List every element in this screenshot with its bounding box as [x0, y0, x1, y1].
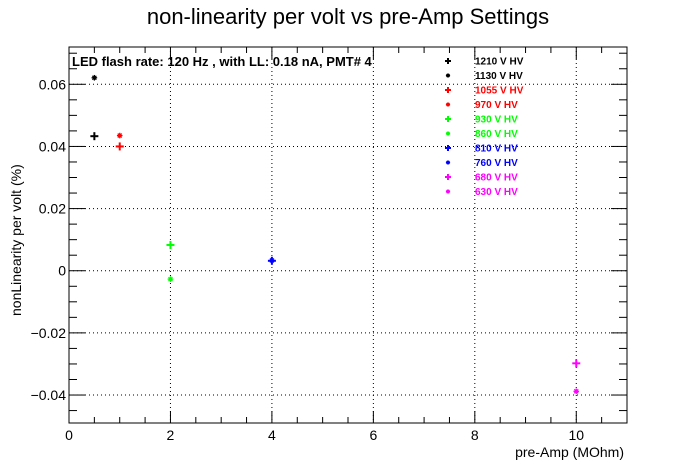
- legend-label: 860 V HV: [475, 129, 518, 140]
- grid-lines: [68, 47, 627, 423]
- y-tick-label: 0.06: [39, 76, 66, 92]
- chart-annotation: LED flash rate: 120 Hz , with LL: 0.18 n…: [72, 54, 373, 69]
- data-point: [573, 388, 580, 395]
- legend-marker: [445, 73, 451, 78]
- legend-marker: [445, 102, 451, 107]
- x-tick-label: 8: [471, 427, 479, 443]
- x-tick-label: 0: [65, 427, 73, 443]
- tick-labels: 0 2 4 6 8 10 −0.04 −0.02 0 0.02 0.04 0.06: [31, 76, 585, 443]
- legend-label: 630 V HV: [475, 187, 518, 198]
- legend-marker: [445, 116, 451, 122]
- data-point: [269, 257, 275, 264]
- x-axis-label: pre-Amp (MOhm): [515, 444, 624, 460]
- y-tick-label: 0: [58, 263, 66, 279]
- data-points: [90, 74, 581, 395]
- data-point: [167, 276, 174, 282]
- legend-label: 1055 V HV: [475, 86, 524, 97]
- y-tick-label: −0.04: [31, 387, 67, 403]
- chart-title: non-linearity per volt vs pre-Amp Settin…: [147, 4, 549, 29]
- legend: 1210 V HV 1130 V HV 1055 V HV 970 V HV 930 V…: [445, 57, 524, 198]
- legend-marker: [445, 87, 451, 93]
- data-point: [116, 132, 123, 139]
- y-tick-label: −0.02: [31, 325, 67, 341]
- legend-label: 1130 V HV: [475, 71, 523, 82]
- y-tick-label: 0.02: [39, 201, 66, 217]
- legend-marker: [445, 58, 451, 64]
- legend-marker: [445, 131, 451, 136]
- data-point: [572, 359, 581, 368]
- data-point: [90, 132, 99, 141]
- legend-label: 930 V HV: [475, 115, 518, 126]
- legend-label: 970 V HV: [475, 100, 518, 111]
- legend-marker: [445, 145, 451, 151]
- legend-label: 760 V HV: [475, 158, 518, 169]
- legend-marker: [445, 174, 451, 180]
- legend-marker: [445, 189, 451, 194]
- legend-label: 680 V HV: [475, 173, 518, 184]
- y-axis-label: nonLinearity per volt (%): [8, 164, 24, 316]
- data-point: [115, 142, 124, 151]
- x-tick-label: 2: [167, 427, 175, 443]
- data-point: [166, 240, 175, 249]
- x-tick-label: 10: [568, 427, 584, 443]
- axis-ticks: [68, 47, 628, 423]
- y-tick-label: 0.04: [39, 138, 66, 154]
- x-tick-label: 4: [268, 427, 276, 443]
- legend-label: 810 V HV: [475, 144, 518, 155]
- data-point: [91, 74, 98, 81]
- x-tick-label: 6: [369, 427, 377, 443]
- legend-marker: [445, 160, 451, 165]
- legend-label: 1210 V HV: [475, 57, 524, 68]
